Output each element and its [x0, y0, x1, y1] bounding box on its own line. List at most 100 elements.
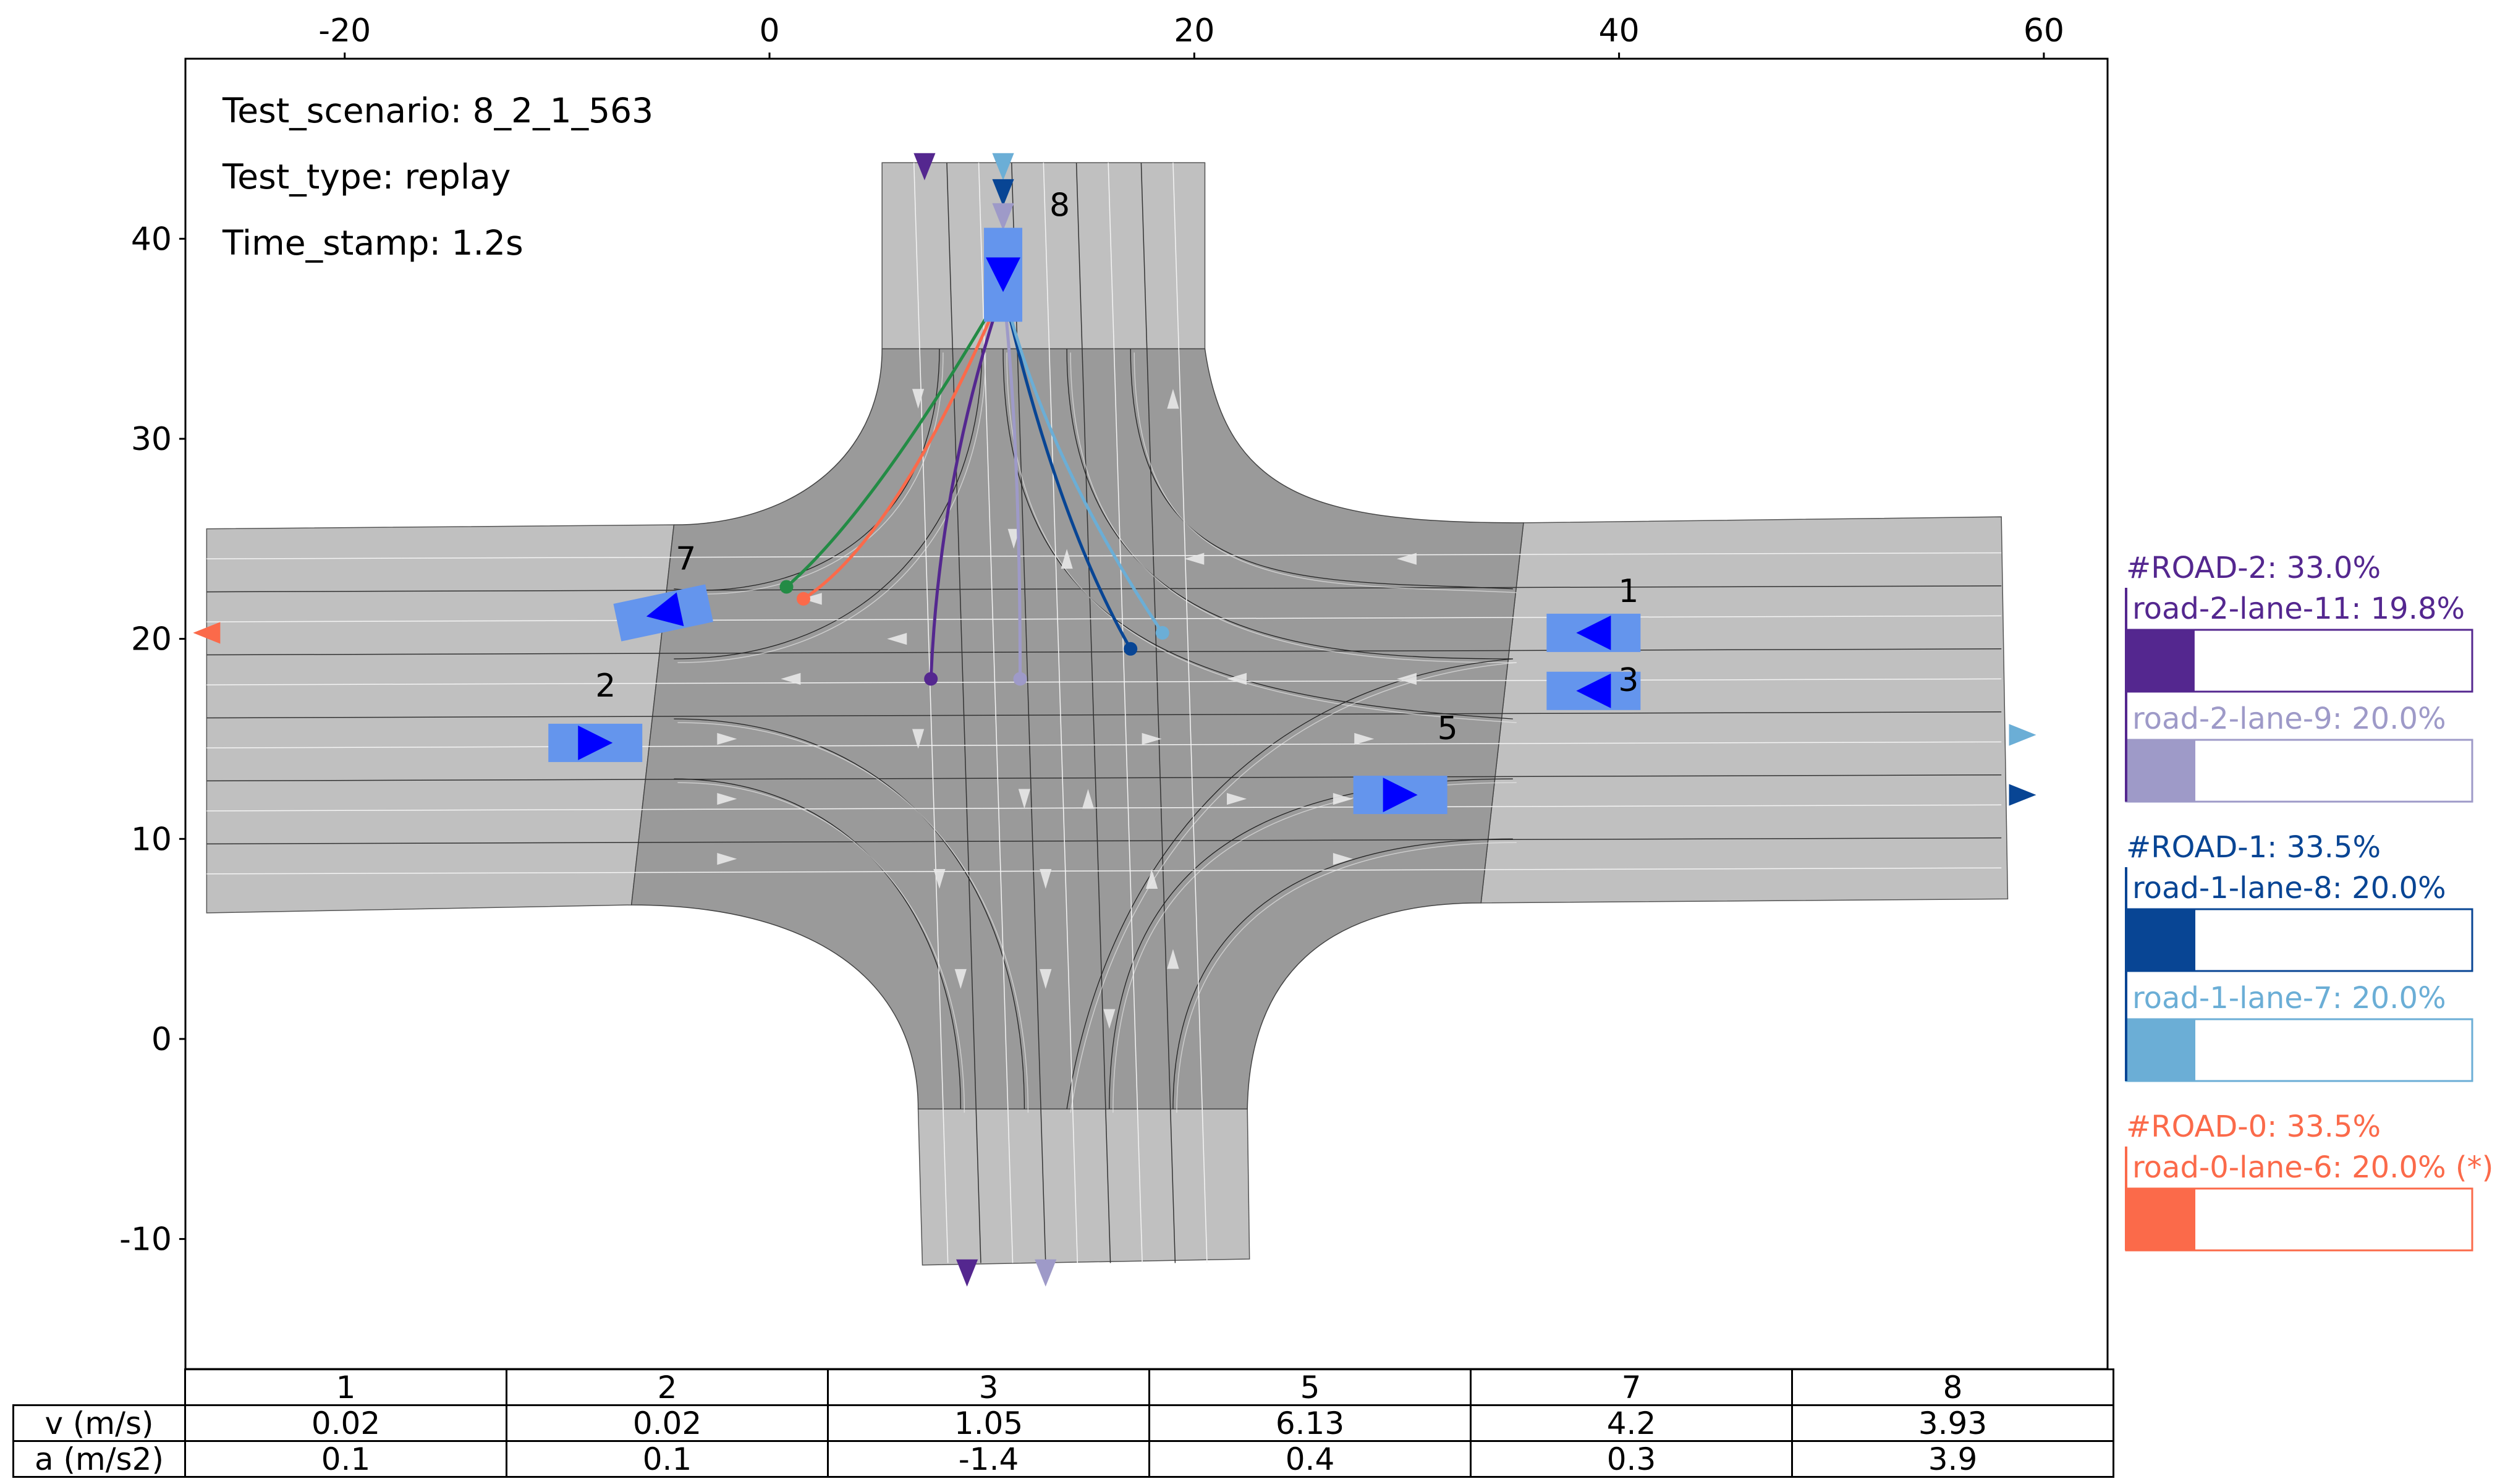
lane-boundary — [206, 837, 2002, 845]
trajectory-endpoint — [797, 591, 811, 606]
lane-probability-fill — [2126, 909, 2195, 971]
table-cell: 1.05 — [827, 1404, 1150, 1442]
vehicle-3 — [1546, 671, 1641, 710]
turn-curve — [674, 349, 940, 591]
lane-direction-arrow — [1396, 553, 1417, 565]
trajectory-layer — [779, 287, 1169, 686]
table-cell: -1.4 — [827, 1440, 1150, 1478]
predicted-trajectory — [1001, 288, 1132, 650]
legend-road-header: #ROAD-0: 33.5% — [2126, 1109, 2381, 1144]
exit-marker — [2009, 724, 2036, 746]
row-label: v (m/s) — [12, 1404, 186, 1442]
table-header-cell: 3 — [827, 1368, 1150, 1406]
vehicle-2 — [548, 723, 643, 762]
vehicle-heading-arrow — [1576, 673, 1611, 708]
lane-boundary — [206, 585, 2002, 593]
lane-direction-arrow — [912, 729, 925, 749]
y-tick-label: -10 — [119, 1221, 172, 1258]
lane-direction-arrow — [954, 969, 967, 989]
vehicle-id-label: 2 — [595, 668, 616, 705]
table-cell: 4.2 — [1470, 1404, 1793, 1442]
vehicle-heading-arrow — [646, 592, 684, 627]
lane-centerline — [206, 678, 2002, 685]
vehicle-7 — [613, 584, 713, 642]
vehicle-8 — [984, 227, 1023, 322]
table-cell: 3.93 — [1791, 1404, 2114, 1442]
predicted-trajectory — [802, 288, 1005, 600]
lane-direction-arrow — [1333, 792, 1353, 805]
lane-direction-arrow — [1184, 553, 1205, 565]
vehicle-id-label: 8 — [1049, 187, 1070, 224]
lane-direction-arrow — [1354, 732, 1375, 745]
vehicle-heading-arrow — [986, 257, 1021, 292]
lane-centerline — [206, 552, 2002, 559]
table-header-cell: 7 — [1470, 1368, 1793, 1406]
predicted-trajectory — [929, 288, 1005, 679]
x-tick-label: 0 — [759, 12, 779, 49]
legend-road-header: #ROAD-1: 33.5% — [2126, 830, 2381, 865]
exit-marker — [992, 203, 1014, 231]
legend-lane-label: road-0-lane-6: 20.0% (*) — [2132, 1150, 2493, 1185]
y-tick-label: 20 — [131, 621, 172, 658]
x-tick-label: 40 — [1599, 12, 1640, 49]
lane-direction-arrow — [887, 633, 907, 645]
lane-direction-arrow — [1167, 949, 1179, 969]
exit-marker — [992, 153, 1014, 180]
table-cell: 0.4 — [1148, 1440, 1472, 1478]
lane-centerline — [677, 782, 965, 1113]
lane-direction-arrow — [1167, 389, 1179, 409]
lane-direction-arrow — [1007, 528, 1020, 549]
exit-marker — [193, 622, 221, 644]
turn-curve — [1066, 349, 1513, 659]
exit-marker — [1035, 1259, 1057, 1287]
table-cell: 6.13 — [1148, 1404, 1472, 1442]
lane-centerline — [677, 352, 986, 663]
predicted-trajectory — [1001, 288, 1164, 634]
trajectory-endpoint — [1124, 642, 1138, 656]
table-corner — [14, 1370, 185, 1406]
lane-probability-fill — [2126, 740, 2195, 802]
lane-direction-arrow — [1227, 672, 1247, 685]
lane-direction-arrow — [933, 869, 946, 889]
lane-boundary — [1075, 163, 1111, 1263]
lane-centerline — [913, 163, 949, 1263]
north-road-arm — [881, 162, 1206, 350]
lane-boundary — [206, 711, 2002, 719]
exit-marker — [2009, 784, 2036, 806]
table-header-row: 1 2 3 5 7 8 — [14, 1368, 2114, 1406]
vehicle-5 — [1353, 776, 1447, 815]
table-cell: 3.9 — [1791, 1440, 2114, 1478]
legend-road-header: #ROAD-2: 33.0% — [2126, 551, 2381, 585]
lane-centerline — [206, 741, 2002, 748]
lane-direction-arrow — [1040, 969, 1052, 989]
lane-probability-fill — [2126, 1019, 2195, 1081]
lane-direction-arrow — [1333, 853, 1353, 865]
lane-centerline — [1006, 352, 1517, 723]
lane-direction-arrow — [1103, 1009, 1116, 1029]
lane-centerline — [677, 722, 1029, 1113]
y-tick-label: 10 — [131, 821, 172, 858]
lane-boundary — [206, 648, 2002, 656]
y-tick-label: 0 — [151, 1021, 172, 1058]
axis-ticks: -20 0 20 40 60 40 30 20 10 0 -10 — [119, 12, 2064, 1258]
trajectory-endpoint — [924, 672, 938, 686]
lane-direction-arrow — [717, 732, 737, 745]
predicted-trajectory — [1001, 288, 1022, 679]
lane-centerline — [206, 867, 2002, 875]
lane-direction-arrow — [1142, 732, 1162, 745]
lane-boundary — [206, 774, 2002, 782]
lane-direction-arrow — [1061, 549, 1073, 569]
x-tick-label: 60 — [2024, 12, 2064, 49]
lane-centerline — [206, 804, 2002, 812]
table-cell: 0.3 — [1470, 1440, 1793, 1478]
table-header-cell: 5 — [1148, 1368, 1472, 1406]
vehicle-layer: 1 2 3 5 7 8 — [548, 187, 1641, 815]
turn-curve — [1130, 349, 1513, 590]
vehicle-heading-arrow — [1576, 615, 1611, 650]
lane-direction-arrow — [1040, 869, 1052, 889]
vehicle-id-label: 7 — [676, 541, 696, 578]
lane-centerline — [206, 615, 2002, 622]
table-row: a (m/s2) 0.1 0.1 -1.4 0.4 0.3 3.9 — [12, 1440, 2114, 1478]
lane-centerline — [1176, 842, 1517, 1113]
y-tick-label: 30 — [131, 421, 172, 458]
